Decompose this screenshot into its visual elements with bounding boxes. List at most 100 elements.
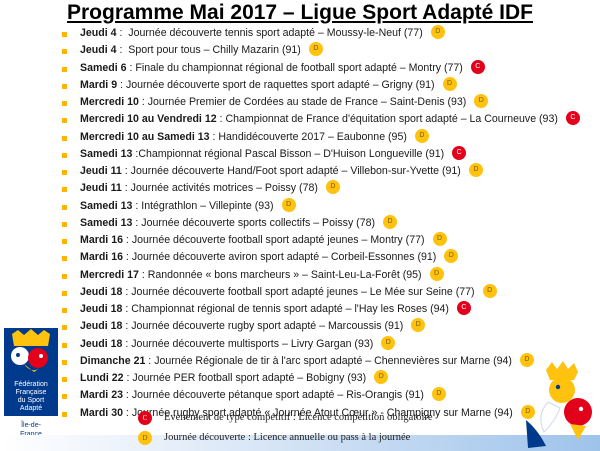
event-day: Samedi 6 (80, 61, 127, 74)
event-day: Mercredi 10 (80, 96, 139, 108)
event-day: Jeudi 11 (80, 182, 122, 195)
event-day: Mardi 9 (80, 78, 118, 91)
logo-line: Fédération (14, 381, 48, 388)
event-text: Journée découverte sport de raquettes sp… (125, 78, 435, 91)
event-day: Mercredi 10 au Samedi 13 (80, 130, 210, 143)
event-separator: : (123, 372, 133, 384)
event-day: Jeudi 18 (80, 320, 123, 333)
event-separator: : (132, 199, 142, 212)
event-day: Mardi 23 (80, 389, 123, 402)
event-item: Jeudi 4 : Sport pour tous – Chilly Mazar… (60, 42, 600, 59)
event-text: Sport pour tous – Chilly Mazarin (91) (128, 44, 301, 57)
discovery-badge: D (430, 25, 445, 40)
event-item: Lundi 22 : Journée PER football sport ad… (60, 370, 600, 387)
event-day: Lundi 22 (80, 372, 124, 384)
event-day: Samedi 13 (80, 216, 133, 229)
event-separator: : (122, 406, 132, 419)
discovery-badge: D (383, 214, 398, 229)
event-separator: : (216, 113, 226, 126)
discovery-badge: D (431, 387, 446, 402)
event-item: Samedi 13 : Journée découverte sports co… (60, 214, 600, 232)
legend-item: D Journée découverte : Licence annuelle o… (138, 428, 433, 448)
discovery-badge: D (519, 352, 534, 367)
event-item: Mardi 30 : Journée rugby sport adapté « … (60, 404, 600, 422)
event-text: Journée découverte tennis sport adapté –… (128, 27, 423, 39)
event-text: Journée activités motrices – Poissy (78) (130, 182, 318, 195)
discovery-badge: D (414, 128, 429, 143)
event-day: Jeudi 18 (80, 337, 123, 350)
competitive-badge: C (456, 301, 471, 316)
event-text: Journée découverte aviron sport adapté –… (131, 251, 437, 264)
discovery-badge: D (482, 283, 497, 298)
event-text: Championnat de France d'équitation sport… (225, 113, 558, 126)
discovery-badge: D (308, 42, 323, 57)
event-separator: : (122, 320, 132, 333)
event-day: Mercredi 10 au Vendredi 12 (80, 113, 217, 126)
competitive-badge: C (565, 111, 580, 126)
event-item: Jeudi 4 : Journée découverte tennis spor… (60, 25, 600, 42)
event-item: Mercredi 10 au Vendredi 12 : Championnat… (60, 111, 600, 128)
event-day: Jeudi 11 (80, 165, 122, 177)
event-item: Dimanche 21 : Journée Régionale de tir à… (60, 352, 600, 370)
event-text: Intégrathlon – Villepinte (93) (141, 199, 274, 212)
event-item: Mercredi 17 : Randonnée « bons marcheurs… (60, 266, 600, 284)
discovery-badge: D (374, 370, 389, 385)
logo-line: Adapté (20, 405, 42, 412)
event-text: Journée découverte multisports – Livry G… (131, 337, 374, 350)
event-text: Journée découverte football sport adapté… (131, 234, 425, 246)
event-separator: : (122, 389, 132, 402)
event-day: Mardi 16 (80, 234, 123, 246)
competitive-badge: C (452, 145, 467, 160)
event-item: Mardi 16 : Journée découverte aviron spo… (60, 249, 600, 266)
event-item: Mardi 23 : Journée découverte pétanque s… (60, 387, 600, 404)
event-separator: : (116, 27, 129, 39)
event-day: Mardi 30 (80, 406, 123, 419)
event-text: Journée découverte rugby sport adapté – … (131, 320, 404, 333)
event-text: Randonnée « bons marcheurs » – Saint-Leu… (147, 268, 422, 281)
event-day: Jeudi 4 (80, 44, 117, 57)
event-item: Samedi 6 : Finale du championnat régiona… (60, 59, 600, 77)
event-item: Mercredi 10 : Journée Premier de Cordées… (60, 94, 600, 111)
discovery-badge: D (520, 404, 535, 419)
event-separator: : (145, 354, 155, 367)
event-day: Mercredi 17 (80, 268, 139, 281)
event-separator: : (121, 165, 131, 177)
event-text: Championnat régional de tennis sport ada… (131, 303, 449, 315)
event-separator: : (138, 96, 148, 108)
event-item: Samedi 13 : Intégrathlon – Villepinte (9… (60, 197, 600, 215)
event-list: Jeudi 4 : Journée découverte tennis spor… (60, 25, 600, 422)
event-day: Dimanche 21 (80, 354, 146, 367)
event-day: Jeudi 4 (80, 27, 117, 39)
event-item: Mardi 9 : Journée découverte sport de ra… (60, 76, 600, 94)
event-separator: : (132, 147, 139, 160)
legend-text: Journée découverte : Licence annuelle ou… (164, 432, 411, 443)
discovery-badge: D (381, 335, 396, 350)
logo-line: du Sport (18, 397, 45, 404)
legend: C Evènement de type compétitif : Licence … (138, 408, 433, 448)
event-text: Journée rugby sport adapté « Journée Ato… (131, 406, 513, 419)
event-separator: : (122, 303, 132, 315)
ffsa-idf-logo: Fédération Française du Sport Adapté Île… (4, 328, 58, 446)
event-item: Jeudi 18 : Journée découverte multisport… (60, 335, 600, 353)
event-separator: : (122, 285, 132, 298)
event-item: Mercredi 10 au Samedi 13 : Handidécouver… (60, 128, 600, 146)
event-text: Journée Régionale de tir à l'arc sport a… (154, 354, 512, 367)
event-separator: : (122, 337, 132, 350)
logo-line: Française (16, 389, 47, 396)
event-separator: : (121, 182, 131, 195)
discovery-badge: D (474, 94, 489, 109)
discovery-badge: D (468, 163, 483, 178)
event-separator: : (122, 234, 132, 246)
event-text: Championnat régional Pascal Bisson – D'H… (138, 147, 445, 160)
event-separator: : (122, 251, 132, 264)
event-text: Journée découverte Hand/Foot sport adapt… (130, 165, 461, 177)
discovery-badge: D (325, 180, 340, 195)
event-item: Jeudi 11 : Journée activités motrices – … (60, 180, 600, 197)
event-text: Handidécouverte 2017 – Eaubonne (95) (218, 130, 407, 143)
event-day: Jeudi 18 (80, 285, 123, 298)
event-item: Mardi 16 : Journée découverte football s… (60, 232, 600, 249)
competitive-badge: C (138, 411, 152, 425)
discovery-badge: D (442, 76, 457, 91)
event-day: Samedi 13 (80, 147, 133, 160)
logo-line: France (20, 431, 42, 438)
